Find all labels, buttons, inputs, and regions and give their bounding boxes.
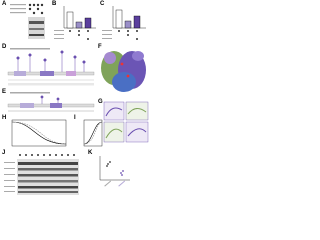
panel-label: F [98, 44, 102, 50]
curves-i [83, 119, 103, 147]
protein-structure [101, 51, 146, 92]
panel-label: D [2, 44, 7, 50]
panel-label: I [74, 115, 76, 121]
structure-zooms [103, 101, 149, 143]
panel-label: E [2, 89, 6, 95]
panel-label: K [88, 150, 93, 156]
scatter-k [99, 156, 130, 187]
panel-label: C [100, 1, 105, 7]
curves-h [11, 119, 67, 147]
panel-label: H [2, 115, 6, 121]
page: A B C D E F G H I J K [0, 0, 150, 199]
domain-diagram-d [7, 48, 95, 86]
panel-label: J [2, 150, 5, 156]
domain-diagram-e [7, 92, 95, 112]
figure: A B C D E F G H I J K [2, 1, 149, 195]
blot-a [10, 3, 45, 39]
blot-j [4, 154, 79, 195]
bar-chart-b [54, 6, 96, 40]
bar-chart-c [102, 6, 146, 40]
panel-label: A [2, 1, 7, 7]
panel-label: G [98, 99, 103, 105]
panel-label: B [52, 1, 57, 7]
